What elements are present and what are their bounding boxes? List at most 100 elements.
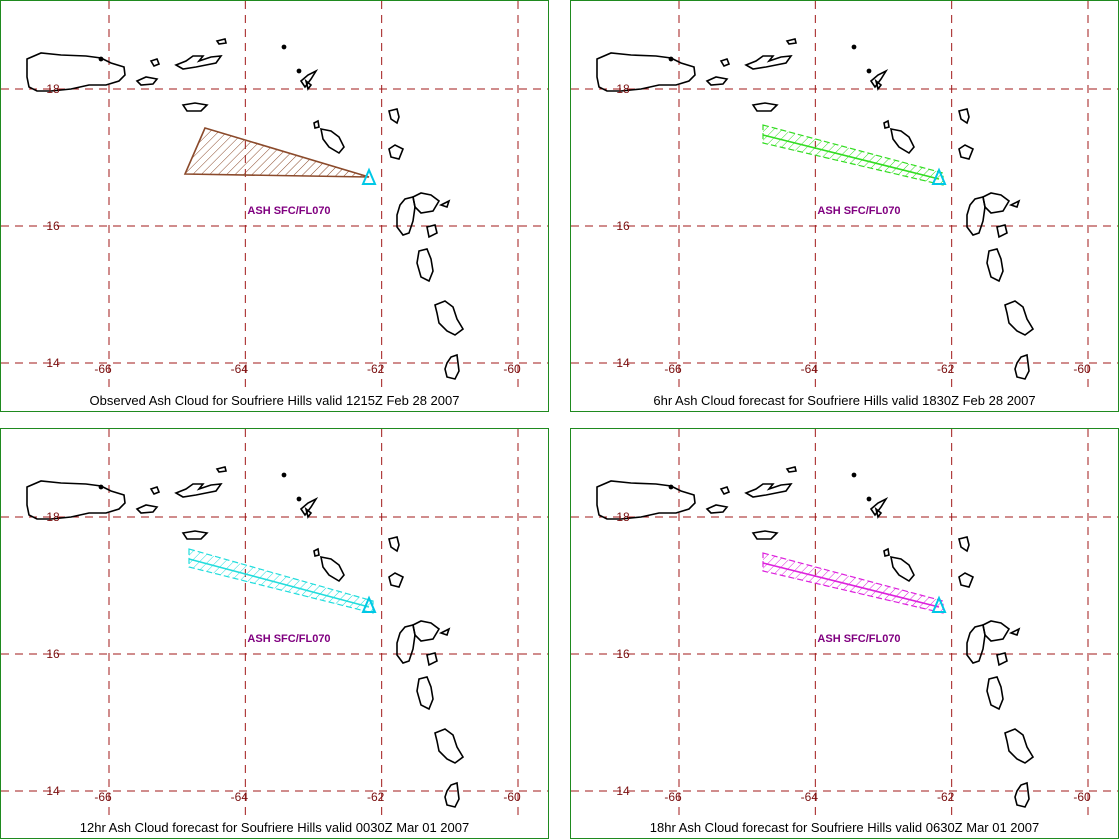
island-outline [412,192,441,214]
island-outline [874,506,883,519]
island-outline [1014,781,1030,808]
island-outline [958,536,970,553]
coastline [26,38,465,380]
island-outline [982,620,1011,642]
longitude-tick-label: -64 [231,362,249,376]
island-outline [304,506,313,519]
ash-cloud-axis [188,558,370,608]
island-outline [744,483,793,498]
island-outline [135,504,159,514]
ash-cloud-axis [762,134,940,180]
island-outline [719,58,731,67]
longitude-tick-label: -66 [94,790,112,804]
latitude-tick-label: 18 [616,82,630,96]
latitude-tick-label: 14 [46,784,60,798]
ash-level-label: ASH SFC/FL070 [817,205,900,217]
island-outline [426,652,438,667]
longitude-tick-label: -60 [1073,362,1091,376]
island-outline [982,192,1011,214]
volcano-icon [931,595,947,613]
island-dot [98,484,104,490]
coastline [26,466,465,808]
island-outline [889,127,915,155]
island-outline [181,530,209,540]
map-panel-12hr: ASH SFC/FL070 -66 -64 -62 -60 14 16 18 12hr Ash… [0,428,549,839]
map-canvas: ASH SFC/FL070 -66 -64 -62 -60 14 16 18 [571,429,1118,818]
ash-level-label: ASH SFC/FL070 [247,633,330,645]
ash-cloud-axis [762,562,940,608]
island-outline [396,624,416,664]
island-dot [296,68,302,74]
island-outline [705,76,729,86]
island-outline [705,504,729,514]
island-outline [149,486,161,495]
island-outline [438,199,451,209]
island-outline [388,572,405,588]
island-dot [668,484,674,490]
longitude-tick-label: -60 [503,790,521,804]
island-outline [966,196,986,236]
island-outline [434,300,465,336]
island-outline [1004,300,1035,336]
island-outline [304,78,313,91]
map-panel-18hr: ASH SFC/FL070 -66 -64 -62 -60 14 16 18 18hr Ash… [570,428,1119,839]
island-outline [883,547,890,557]
map-canvas: ASH SFC/FL070 -66 -64 -62 -60 14 16 18 [1,1,548,391]
island-outline [751,102,779,112]
ash-level-label: ASH SFC/FL070 [247,205,330,217]
ash-cloud-area [183,127,370,178]
island-outline [313,119,320,129]
island-outline [744,55,793,70]
volcano-icon [361,595,377,613]
island-outline [426,224,438,239]
island-outline [1008,627,1021,637]
latitude-tick-label: 16 [46,219,60,233]
axis-tick-labels: -66 -64 -62 -60 14 16 18 [46,510,521,804]
island-outline [958,108,970,125]
latitude-tick-label: 14 [616,356,630,370]
island-outline [215,466,227,473]
longitude-tick-label: -64 [801,790,819,804]
grid-lines [1,1,548,391]
latitude-tick-label: 16 [616,219,630,233]
island-outline [396,196,416,236]
map-canvas: ASH SFC/FL070 -66 -64 -62 -60 14 16 18 [571,1,1118,391]
island-outline [416,248,434,283]
longitude-tick-label: -64 [801,362,819,376]
map-canvas: ASH SFC/FL070 -66 -64 -62 -60 14 16 18 [1,429,548,818]
island-outline [1008,199,1021,209]
coastline [596,466,1035,808]
longitude-tick-label: -60 [503,362,521,376]
ash-cloud-area [762,552,944,614]
island-outline [174,483,223,498]
panel-caption: 6hr Ash Cloud forecast for Soufriere Hil… [653,393,1036,408]
latitude-tick-label: 18 [616,510,630,524]
map-panel-observed: ASH SFC/FL070 -66 -64 -62 -60 14 16 18 Observed… [0,0,549,412]
island-dot [851,472,857,478]
latitude-tick-label: 14 [46,356,60,370]
island-outline [596,480,696,520]
island-outline [388,144,405,160]
latitude-tick-label: 18 [46,82,60,96]
map-panel-6hr: ASH SFC/FL070 -66 -64 -62 -60 14 16 18 6hr Ash … [570,0,1119,412]
island-outline [174,55,223,70]
coastline [596,38,1035,380]
axis-tick-labels: -66 -64 -62 -60 14 16 18 [616,82,1091,376]
longitude-tick-label: -62 [937,362,955,376]
island-outline [26,480,126,520]
island-dot [866,68,872,74]
island-dot [866,496,872,502]
island-outline [319,127,345,155]
island-outline [883,119,890,129]
island-outline [181,102,209,112]
island-dot [296,496,302,502]
ash-cloud-area [188,548,374,614]
axis-tick-labels: -66 -64 -62 -60 14 16 18 [616,510,1091,804]
island-outline [135,76,159,86]
island-outline [388,536,400,553]
longitude-tick-label: -64 [231,790,249,804]
island-outline [299,497,319,517]
axis-tick-labels: -66 -64 -62 -60 14 16 18 [46,82,521,376]
island-outline [785,38,797,45]
latitude-tick-label: 14 [616,784,630,798]
